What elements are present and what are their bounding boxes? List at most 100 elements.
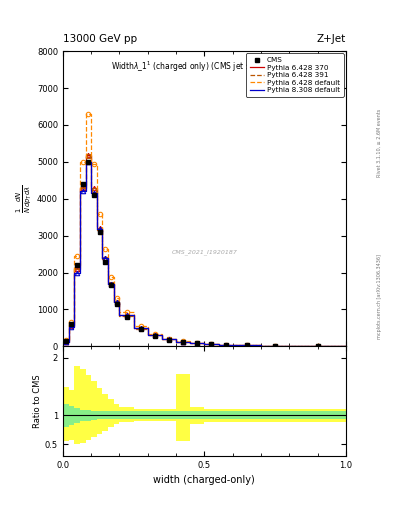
Pythia 6.428 391 (89, 153, 94, 159)
Pythia 6.428 391 (145, 332, 150, 338)
Pythia 6.428 default (160, 331, 164, 337)
Pythia 6.428 default (188, 340, 193, 346)
Pythia 6.428 370 (72, 266, 77, 272)
Pythia 6.428 391 (188, 339, 193, 345)
Pythia 6.428 370 (106, 255, 110, 261)
Pythia 6.428 370 (202, 340, 207, 346)
Pythia 6.428 default (66, 337, 71, 343)
Line: Pythia 8.308 default: Pythia 8.308 default (63, 162, 346, 346)
Pythia 6.428 default (94, 161, 99, 167)
Pythia 8.308 default (89, 190, 94, 196)
Line: Pythia 6.428 391: Pythia 6.428 391 (63, 156, 346, 346)
Pythia 6.428 default (106, 246, 110, 252)
Pythia 6.428 default (216, 341, 221, 347)
Pythia 8.308 default (72, 269, 77, 275)
Pythia 6.428 370 (66, 338, 71, 345)
Pythia 6.428 default (77, 253, 82, 259)
Pythia 6.428 default (117, 309, 122, 315)
Pythia 6.428 391 (259, 343, 263, 349)
Pythia 6.428 370 (66, 323, 71, 329)
Pythia 6.428 default (216, 342, 221, 348)
Pythia 6.428 default (259, 342, 263, 348)
Pythia 6.428 default (145, 331, 150, 337)
Pythia 6.428 370 (106, 281, 110, 287)
Pythia 6.428 370 (83, 152, 88, 158)
Pythia 6.428 370 (145, 325, 150, 331)
Pythia 8.308 default (117, 299, 122, 305)
Pythia 6.428 default (131, 309, 136, 315)
Pythia 6.428 370 (131, 312, 136, 318)
Pythia 6.428 370 (160, 336, 164, 342)
Pythia 6.428 370 (145, 332, 150, 338)
Pythia 8.308 default (83, 188, 88, 195)
Pythia 6.428 default (106, 274, 110, 280)
CMS (108, 283, 113, 289)
Pythia 8.308 default (106, 281, 110, 287)
CMS (181, 339, 185, 345)
Pythia 6.428 370 (287, 343, 292, 349)
Pythia 6.428 391 (131, 326, 136, 332)
Pythia 6.428 default (66, 319, 71, 326)
Pythia 6.428 default (287, 343, 292, 349)
Pythia 6.428 391 (259, 343, 263, 349)
CMS (209, 341, 214, 347)
Pythia 8.308 default (259, 343, 263, 349)
Pythia 6.428 391 (160, 332, 164, 338)
Pythia 6.428 391 (66, 338, 71, 345)
Pythia 6.428 default (287, 343, 292, 349)
Pythia 8.308 default (216, 341, 221, 347)
Pythia 6.428 391 (72, 264, 77, 270)
CMS (80, 181, 85, 187)
Pythia 6.428 391 (89, 186, 94, 193)
Text: 13000 GeV pp: 13000 GeV pp (63, 33, 137, 44)
Pythia 6.428 391 (174, 336, 178, 343)
Pythia 6.428 370 (230, 342, 235, 348)
CMS (152, 333, 157, 339)
X-axis label: width (charged-only): width (charged-only) (154, 475, 255, 485)
CMS (124, 314, 129, 320)
Pythia 8.308 default (112, 299, 116, 305)
Pythia 6.428 391 (61, 338, 65, 345)
Pythia 6.428 default (202, 341, 207, 347)
Pythia 6.428 370 (61, 338, 65, 345)
CMS (195, 340, 200, 347)
Pythia 6.428 391 (202, 341, 207, 347)
Pythia 8.308 default (94, 226, 99, 232)
Pythia 8.308 default (83, 159, 88, 165)
Pythia 6.428 391 (106, 281, 110, 287)
Pythia 6.428 370 (94, 185, 99, 191)
Pythia 6.428 391 (72, 322, 77, 328)
CMS (69, 321, 74, 327)
Pythia 6.428 370 (89, 152, 94, 158)
Pythia 8.308 default (131, 312, 136, 318)
Pythia 6.428 370 (216, 341, 221, 347)
Pythia 8.308 default (61, 339, 65, 345)
Pythia 6.428 370 (174, 338, 178, 345)
Pythia 6.428 370 (112, 299, 116, 305)
Pythia 6.428 391 (230, 342, 235, 348)
Pythia 6.428 391 (117, 300, 122, 306)
Pythia 8.308 default (216, 342, 221, 348)
Text: Z+Jet: Z+Jet (317, 33, 346, 44)
Pythia 6.428 370 (343, 343, 348, 349)
Y-axis label: Ratio to CMS: Ratio to CMS (33, 374, 42, 428)
CMS (63, 338, 68, 344)
Pythia 8.308 default (100, 226, 105, 232)
Pythia 6.428 391 (343, 343, 348, 349)
Pythia 6.428 370 (94, 225, 99, 231)
Pythia 6.428 370 (216, 342, 221, 348)
Pythia 8.308 default (188, 338, 193, 345)
Pythia 6.428 default (100, 246, 105, 252)
Pythia 6.428 391 (174, 339, 178, 345)
Pythia 6.428 391 (100, 227, 105, 233)
Pythia 6.428 391 (160, 336, 164, 343)
Pythia 6.428 391 (94, 186, 99, 193)
Legend: CMS, Pythia 6.428 370, Pythia 6.428 391, Pythia 6.428 default, Pythia 8.308 defa: CMS, Pythia 6.428 370, Pythia 6.428 391,… (246, 53, 343, 97)
Pythia 6.428 default (89, 161, 94, 167)
Pythia 6.428 370 (188, 338, 193, 345)
Pythia 6.428 391 (117, 313, 122, 319)
Pythia 6.428 370 (188, 340, 193, 346)
Pythia 6.428 391 (145, 326, 150, 332)
Pythia 8.308 default (100, 255, 105, 261)
Pythia 6.428 370 (83, 185, 88, 191)
